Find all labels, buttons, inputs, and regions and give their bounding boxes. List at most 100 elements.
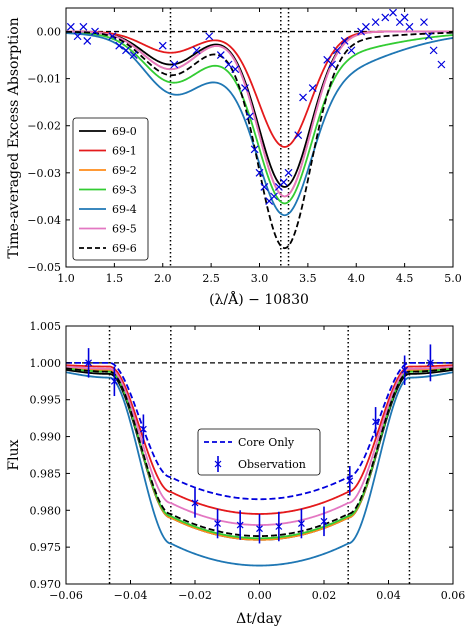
bottom-series-4 — [66, 371, 453, 567]
top-legend-label-69-0: 69-0 — [112, 125, 137, 138]
top-observation-point — [79, 22, 88, 31]
bottom-x-ticks: −0.06 −0.04 −0.02 0.00 0.02 0.04 0.06 — [49, 326, 465, 602]
top-y-tick-label: −0.01 — [27, 73, 61, 86]
bottom-panel: −0.06 −0.04 −0.02 0.00 0.02 0.04 0.06 0.970 0.9… — [6, 320, 465, 627]
top-legend-label-69-4: 69-4 — [112, 203, 137, 216]
bottom-series-1 — [66, 364, 453, 515]
top-legend-label-69-3: 69-3 — [112, 184, 137, 197]
top-observation-point — [294, 131, 303, 140]
bot-x-tick-label: −0.06 — [49, 589, 83, 602]
top-x-ticks: 1.0 1.5 2.0 2.5 3.0 3.5 4.0 4.5 5.0 — [57, 8, 462, 285]
top-observation-point — [224, 60, 233, 69]
bot-x-tick-label: 0.00 — [247, 589, 272, 602]
top-observation-point — [122, 46, 130, 55]
top-observation-point — [347, 46, 356, 55]
top-observation-point — [192, 46, 201, 55]
top-series-69-4 — [66, 32, 453, 217]
bot-y-tick-label: 0.980 — [30, 504, 62, 517]
top-observation-point — [255, 168, 264, 177]
top-series-69-5 — [66, 30, 453, 198]
bot-x-tick-label: −0.04 — [114, 589, 148, 602]
bottom-observation-point — [236, 510, 244, 540]
bot-y-tick-label: 0.985 — [30, 467, 62, 480]
bot-y-tick-label: 0.970 — [30, 578, 62, 591]
bottom-observation-point — [85, 348, 92, 378]
top-observation-point — [245, 112, 254, 121]
top-x-tick-label: 1.5 — [106, 272, 124, 285]
top-y-tick-label: −0.04 — [27, 214, 61, 227]
top-observation-point — [279, 178, 288, 187]
top-observation-points — [66, 8, 446, 205]
bottom-observation-point — [191, 488, 199, 518]
bottom-series-core-only — [66, 361, 453, 501]
bot-y-tick-label: 0.995 — [30, 394, 62, 407]
top-series-group — [66, 30, 453, 250]
bottom-observation-point — [256, 513, 263, 544]
top-observation-point — [400, 13, 409, 22]
top-observation-point — [437, 60, 446, 69]
bottom-legend-box — [197, 428, 321, 476]
bot-x-tick-label: 0.02 — [312, 589, 337, 602]
top-y-tick-label: −0.05 — [27, 261, 61, 274]
top-y-axis-label: Time-averaged Excess Absorption — [6, 17, 22, 258]
top-series-69-3 — [66, 31, 453, 205]
bottom-observation-point — [427, 344, 434, 382]
top-observation-point — [108, 32, 117, 41]
top-legend-box — [72, 117, 149, 261]
top-observation-point — [381, 13, 390, 22]
top-x-tick-label: 3.0 — [251, 272, 269, 285]
top-observation-point — [241, 84, 249, 92]
top-observation-point — [340, 37, 349, 45]
bottom-y-ticks: 0.970 0.975 0.980 0.985 0.990 0.995 1.000 1.005 — [30, 320, 453, 591]
top-observation-point — [299, 93, 307, 102]
top-observation-point — [332, 46, 341, 55]
top-x-tick-label: 3.5 — [299, 272, 317, 285]
bottom-series-6 — [66, 367, 453, 537]
bot-x-tick-label: 0.04 — [376, 589, 401, 602]
bot-x-tick-label: 0.06 — [441, 589, 466, 602]
top-legend-label-69-5: 69-5 — [112, 223, 137, 236]
bottom-observation-point — [320, 506, 328, 537]
bottom-observation-point — [372, 407, 380, 437]
bottom-observation-point — [110, 366, 118, 397]
bottom-legend-swatch-observation — [214, 456, 222, 472]
top-observation-point — [66, 22, 75, 31]
bot-y-tick-label: 1.005 — [30, 320, 62, 333]
top-observation-point — [73, 32, 82, 41]
top-x-tick-label: 4.5 — [396, 272, 414, 285]
top-observation-point — [250, 145, 259, 154]
top-observation-point — [83, 37, 92, 45]
top-observation-point — [216, 51, 225, 60]
top-y-tick-label: −0.02 — [27, 120, 61, 133]
bottom-vertical-markers — [108, 326, 411, 584]
bottom-observation-point — [139, 414, 147, 444]
top-observation-point — [170, 60, 179, 69]
bottom-x-axis-label: Δt/day — [236, 611, 282, 627]
top-observation-point — [405, 22, 414, 31]
bottom-observation-point — [275, 511, 283, 542]
top-observation-point — [420, 18, 428, 27]
bottom-legend-label-observation: Observation — [238, 458, 306, 471]
top-observation-point — [158, 41, 167, 50]
bot-y-tick-label: 0.975 — [30, 541, 62, 554]
bot-y-tick-label: 1.000 — [30, 357, 62, 370]
top-observation-point — [328, 60, 336, 69]
bottom-legend-label-core-only: Core Only — [238, 436, 295, 449]
top-observation-point — [231, 65, 240, 74]
top-observation-point — [371, 18, 380, 27]
bottom-observation-point — [298, 508, 305, 539]
top-series-69-6 — [66, 30, 453, 250]
top-x-tick-label: 1.0 — [57, 272, 75, 285]
top-observation-point — [205, 32, 214, 41]
top-observation-point — [260, 183, 269, 191]
top-observation-point — [270, 192, 278, 201]
top-x-tick-label: 2.0 — [154, 272, 172, 285]
top-observation-point — [429, 46, 438, 55]
top-x-tick-label: 2.5 — [202, 272, 220, 285]
top-observation-point — [308, 84, 317, 92]
top-panel: 1.0 1.5 2.0 2.5 3.0 3.5 4.0 4.5 5.0 0.00 −0.01 −0.… — [6, 7, 462, 308]
top-observation-point — [424, 32, 433, 41]
bot-x-tick-label: −0.02 — [178, 589, 212, 602]
top-observation-point — [362, 22, 370, 31]
